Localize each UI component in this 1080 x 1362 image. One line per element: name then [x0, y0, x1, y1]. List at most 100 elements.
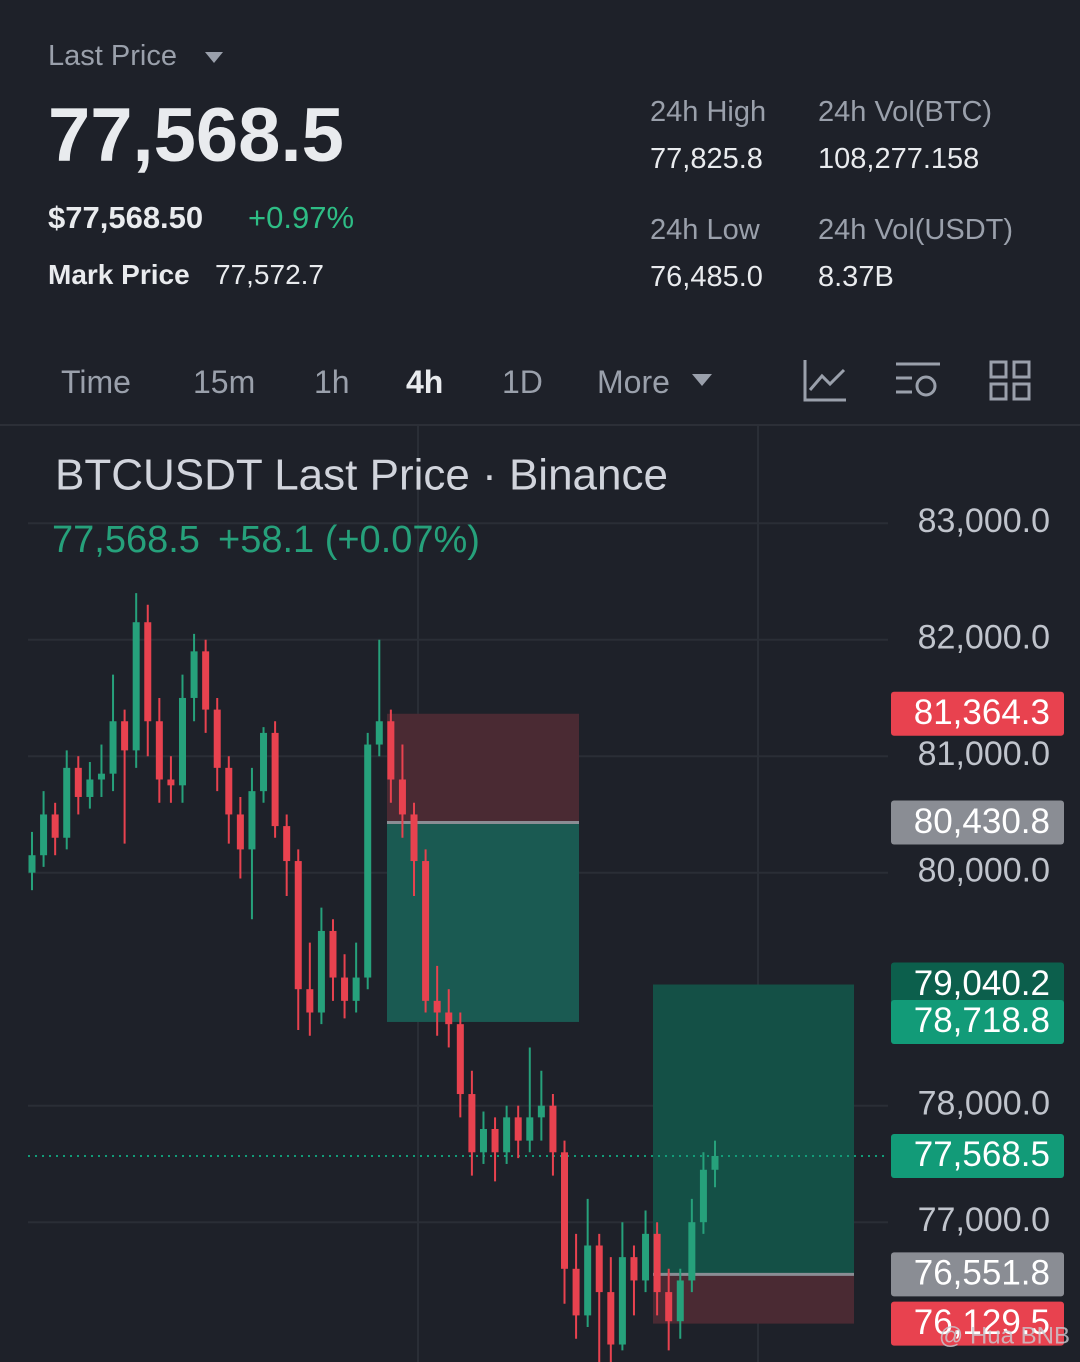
candle-body [236, 814, 244, 850]
toolbar-icons [803, 360, 1031, 402]
candle-body [387, 721, 395, 780]
candle-body [155, 721, 163, 780]
candle-body [642, 1233, 650, 1281]
stat-value: 76,485.0 [650, 261, 763, 293]
candle-body [352, 977, 360, 1001]
candle-body [260, 732, 268, 792]
candle-body [248, 791, 256, 850]
usd-price: $77,568.50 [48, 200, 204, 235]
candle-body [63, 767, 71, 838]
price-tag-label: 77,568.5 [914, 1135, 1050, 1174]
price-tag [891, 1301, 1064, 1346]
price-tag-label: 80,430.8 [914, 802, 1050, 841]
candle-body [711, 1155, 719, 1170]
candle-body [178, 697, 186, 786]
candle-body [225, 767, 233, 815]
candle-body [526, 1117, 534, 1141]
mark-label: Mark Price [48, 259, 190, 290]
last-price-label[interactable]: Last Price [48, 40, 177, 72]
settings-icon[interactable] [896, 362, 940, 394]
candle-body [109, 721, 117, 774]
candle-body [537, 1105, 545, 1118]
candle-body [688, 1222, 696, 1281]
candle-body [294, 861, 302, 990]
tab[interactable]: 15m [193, 364, 256, 400]
candle-body [456, 1024, 464, 1095]
price-tag [891, 999, 1064, 1044]
candle-body [653, 1233, 661, 1293]
last-price: 77,568.5 [48, 93, 344, 178]
position-zone [387, 713, 579, 823]
position-zone [653, 984, 854, 1275]
tab[interactable]: More [597, 364, 670, 400]
candle-body [572, 1268, 580, 1316]
tab[interactable]: 1D [502, 364, 543, 400]
candle-body [202, 651, 210, 710]
candle-body [595, 1245, 603, 1293]
candle-body [584, 1245, 592, 1316]
candle-body [699, 1169, 707, 1223]
dropdown-icon[interactable] [690, 372, 714, 388]
candle-body [51, 814, 59, 838]
indicator-icon[interactable] [803, 360, 846, 402]
y-tick-label: 82,000.0 [918, 619, 1050, 657]
candle-body [190, 651, 198, 698]
candle-body [283, 826, 291, 862]
chart-change: +58.1 (+0.07%) [218, 519, 480, 561]
y-tick-label: 81,000.0 [918, 735, 1050, 773]
position-zone [387, 822, 579, 1022]
y-tick-label: 78,000.0 [918, 1085, 1050, 1123]
mark-value: 77,572.7 [215, 259, 324, 290]
candle-body [445, 1012, 453, 1025]
candle-body [607, 1292, 615, 1345]
candle-body [40, 814, 48, 856]
dropdown-icon [205, 52, 223, 63]
candle-body [503, 1117, 511, 1153]
candle-body [479, 1129, 487, 1153]
candle-body [514, 1117, 522, 1141]
tab[interactable]: Time [61, 364, 131, 400]
candle-body [665, 1292, 673, 1322]
price-tag-label: 76,551.8 [914, 1254, 1050, 1293]
price-tag [891, 800, 1064, 845]
price-tag-label: 79,040.2 [914, 964, 1050, 1003]
stat-label: 24h Vol(BTC) [818, 96, 993, 128]
price-tag [891, 962, 1064, 1007]
candle-body [630, 1257, 638, 1281]
candle-body [491, 1129, 499, 1153]
candle-body [132, 622, 140, 751]
chart-title: BTCUSDT Last Price · Binance [55, 451, 668, 500]
layout-icon[interactable] [989, 360, 1008, 379]
candle-body [271, 732, 279, 827]
layout-icon [1012, 382, 1031, 401]
candle-body [341, 977, 349, 1001]
tab[interactable]: 1h [314, 364, 350, 400]
candle-body [364, 744, 372, 978]
stat-label: 24h High [650, 96, 767, 128]
stat-label: 24h Low [650, 214, 760, 246]
candle-body [74, 767, 82, 797]
stat-value: 8.37B [818, 261, 894, 293]
y-tick-label: 80,000.0 [918, 852, 1050, 890]
candle-body [398, 779, 406, 815]
stat-value: 108,277.158 [818, 143, 980, 175]
candle-body [329, 930, 337, 978]
layout-icon [989, 382, 1008, 401]
position-zone [653, 1274, 854, 1324]
y-tick-label: 77,000.0 [918, 1201, 1050, 1239]
candle-body [410, 814, 418, 862]
price-tag-label: 81,364.3 [914, 693, 1050, 732]
price-tag [891, 1252, 1064, 1297]
candle-body [306, 989, 314, 1013]
candle-body [97, 773, 105, 780]
candle-body [121, 721, 129, 751]
candle-body [28, 855, 36, 873]
watermark: @ Hua BNB [939, 1322, 1070, 1349]
stat-label: 24h Vol(USDT) [818, 214, 1014, 246]
candle-body [86, 779, 94, 797]
settings-icon-dot [915, 375, 937, 397]
candle-body [213, 709, 221, 768]
chart-price: 77,568.5 [52, 519, 200, 561]
tab-active[interactable]: 4h [406, 364, 444, 400]
